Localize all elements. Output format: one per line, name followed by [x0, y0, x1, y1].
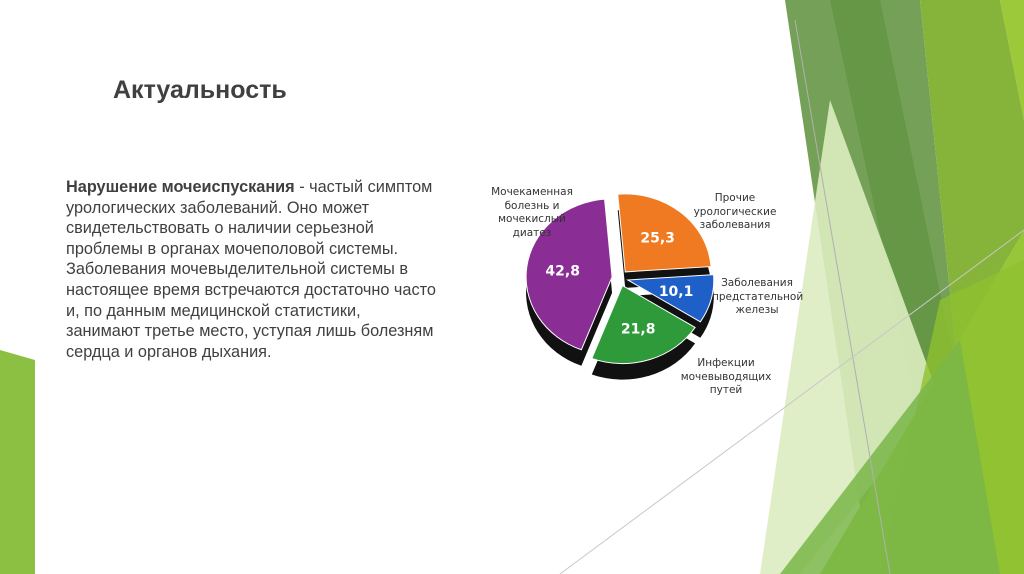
slide-body-text: Нарушение мочеиспускания - частый симпто… — [66, 177, 436, 362]
pie-value-label: 42,8 — [545, 264, 580, 280]
slide-title: Актуальность — [113, 76, 287, 104]
label-prostate: Заболевания предстательной железы — [712, 277, 804, 316]
label-infections: Инфекции мочевыводящих путей — [680, 357, 772, 396]
pie-slice — [525, 198, 613, 351]
pie-slice — [617, 193, 712, 273]
body-bold-phrase: Нарушение мочеиспускания — [66, 178, 295, 196]
pie-value-label: 10,1 — [659, 284, 694, 300]
pie-chart: 25,3 10,1 21,8 42,8 — [525, 193, 715, 380]
body-text: - частый симптом урологических заболеван… — [66, 178, 436, 361]
pie-slice — [591, 284, 696, 365]
label-stones: Мочекаменная болезнь и мочекислый диатез — [491, 186, 573, 239]
pie-value-label: 21,8 — [621, 322, 656, 338]
label-other: Прочие урологические заболевания — [693, 192, 777, 231]
pie-value-label: 25,3 — [640, 231, 675, 247]
pie-slice — [626, 274, 715, 323]
